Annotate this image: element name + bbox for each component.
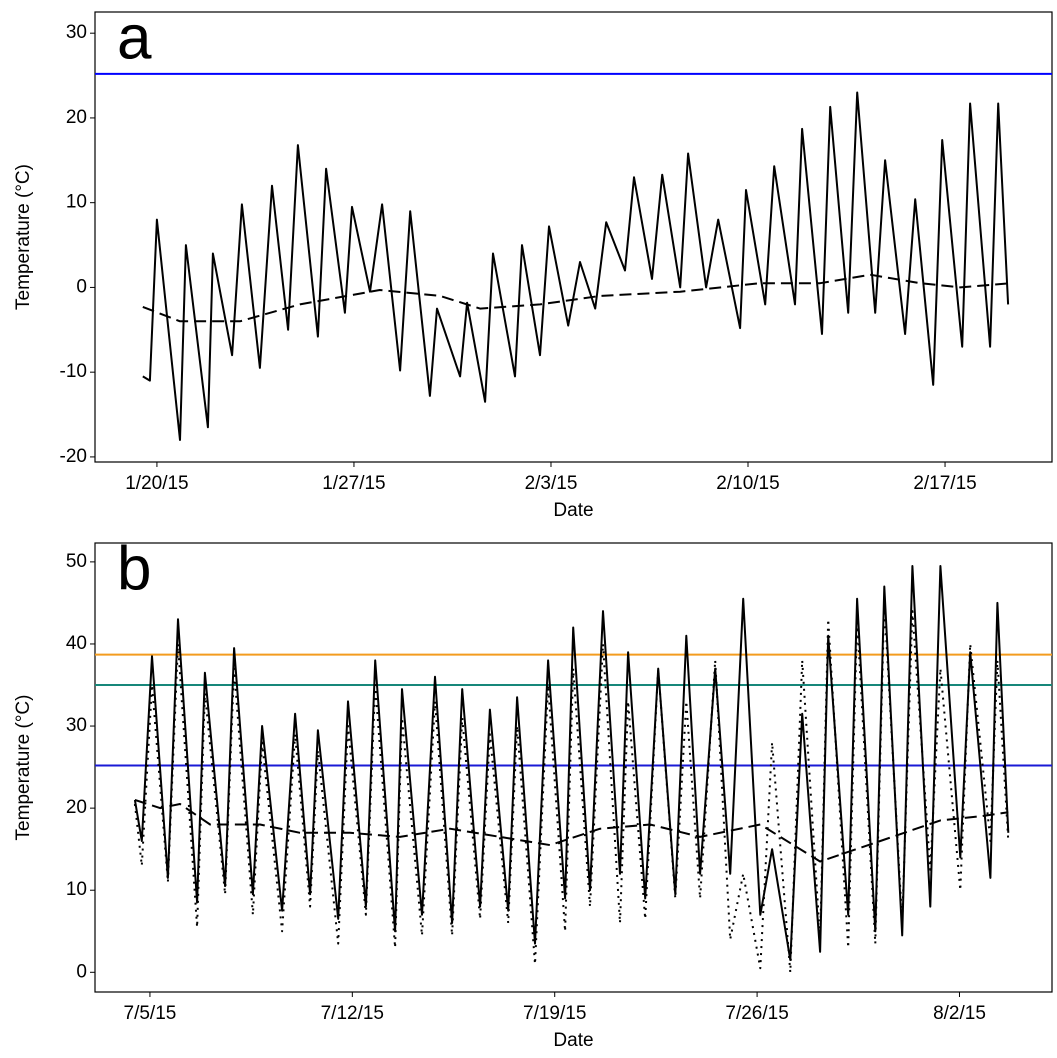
y-axis-title: Temperature (°C) [13,164,34,310]
x-tick-label: 8/2/15 [933,1003,986,1024]
plot-frame [94,542,1053,993]
y-tick-label: 10 [66,192,87,213]
x-tick-label: 1/27/15 [322,473,385,494]
y-tick-label: 50 [66,551,87,572]
y-tick-label: 20 [66,797,87,818]
y-tick-label: 40 [66,633,87,654]
plot-frame [94,11,1053,463]
x-tick-label: 7/12/15 [321,1003,384,1024]
panel-letter: b [117,534,151,603]
y-tick-label: 0 [76,276,87,297]
y-tick-label: 30 [66,715,87,736]
x-axis-title: Date [553,1030,593,1051]
temperature-line [142,273,1011,323]
y-tick-label: 10 [66,879,87,900]
y-tick-label: 0 [76,961,87,982]
y-axis-title: Temperature (°C) [13,695,34,841]
panel: 0 10 20 30 40 50 7/5/15 7/12/15 7/19/15 7/26/15 8/… [13,534,1053,1051]
panel-letter: a [117,3,152,72]
temperature-line [133,565,1010,961]
x-tick-label: 7/19/15 [523,1003,586,1024]
x-tick-label: 7/26/15 [725,1003,788,1024]
x-tick-label: 2/17/15 [913,473,976,494]
x-tick-label: 2/3/15 [525,473,578,494]
panel: -20 -10 0 10 20 30 1/20/15 1/27/15 2/3/15 2/10/15… [13,3,1053,521]
y-tick-label: 30 [66,22,87,43]
x-tick-label: 1/20/15 [125,473,188,494]
x-axis-title: Date [553,500,593,521]
y-tick-label: -20 [60,446,87,467]
y-tick-label: 20 [66,107,87,128]
y-tick-label: -10 [60,361,87,382]
x-tick-label: 2/10/15 [716,473,779,494]
x-tick-label: 7/5/15 [124,1003,177,1024]
temperature-line [134,798,1009,863]
temperature-line [142,91,1010,441]
